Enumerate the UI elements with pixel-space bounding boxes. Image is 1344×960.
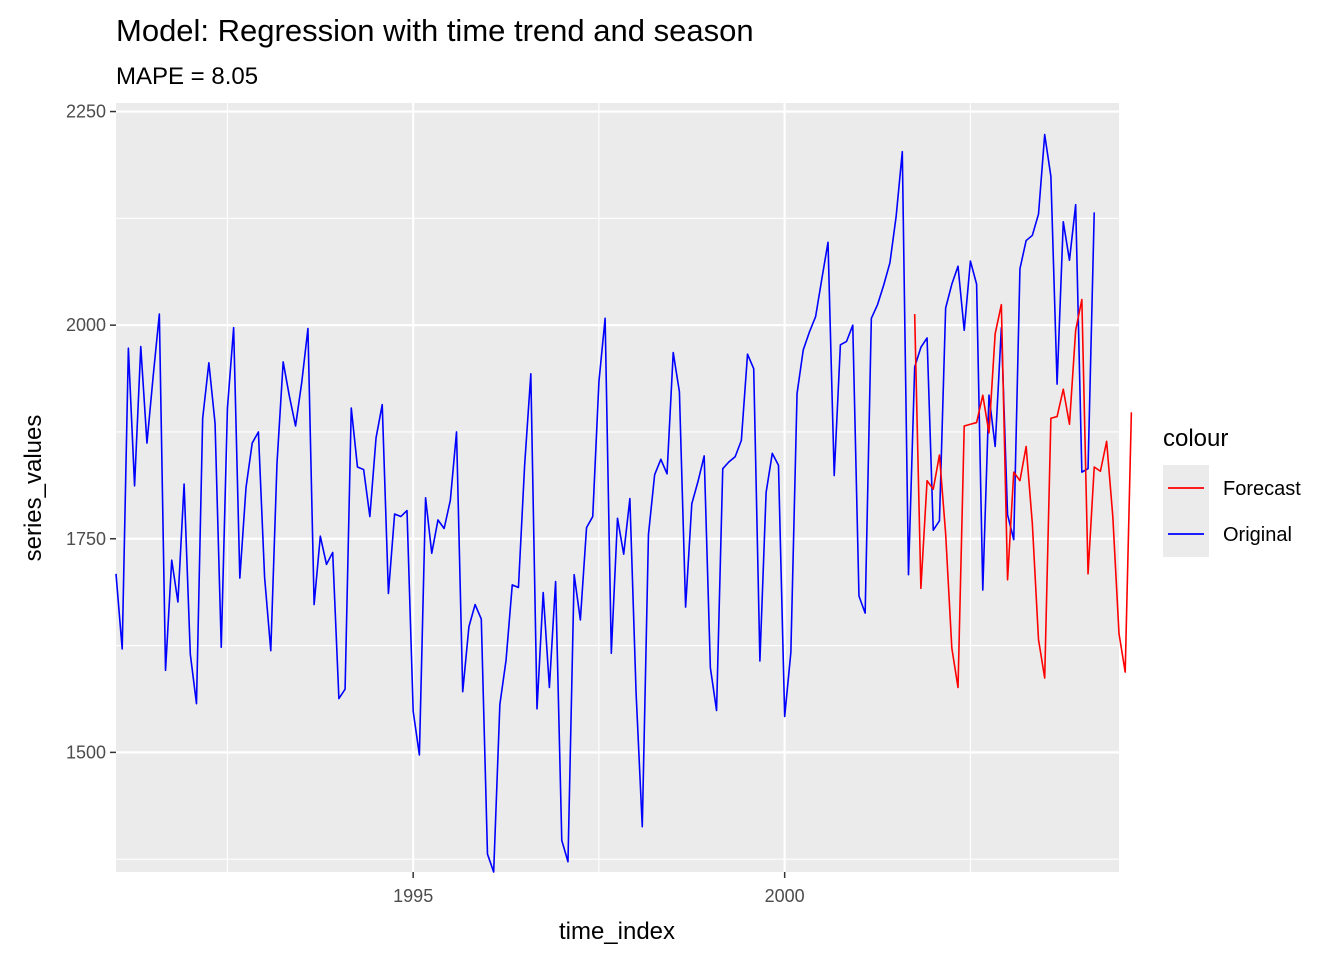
chart-title: Model: Regression with time trend and se… (116, 13, 754, 48)
y-axis: 1500 1750 2000 2250 (66, 102, 116, 762)
legend-title: colour (1163, 425, 1228, 452)
series-line-original (115, 133, 1096, 873)
legend-label: Forecast (1223, 478, 1301, 500)
major-gridlines (116, 103, 1119, 872)
x-tick-label: 1995 (393, 886, 433, 906)
y-axis-title: series_values (20, 415, 47, 562)
y-tick-label: 1500 (66, 742, 106, 762)
chart-subtitle: MAPE = 8.05 (116, 63, 258, 90)
plot-panel (116, 103, 1119, 872)
minor-gridlines (116, 103, 1119, 872)
series-line-forecast (913, 298, 1133, 689)
legend: colour Forecast Original (1163, 425, 1301, 557)
y-tick-label: 2250 (66, 102, 106, 122)
y-tick-label: 2000 (66, 315, 106, 335)
series-lines (115, 133, 1133, 873)
legend-label: Original (1223, 524, 1292, 546)
x-axis-title: time_index (559, 918, 675, 945)
x-axis: 1995 2000 (393, 872, 805, 906)
x-tick-label: 2000 (765, 886, 805, 906)
y-tick-label: 1750 (66, 529, 106, 549)
